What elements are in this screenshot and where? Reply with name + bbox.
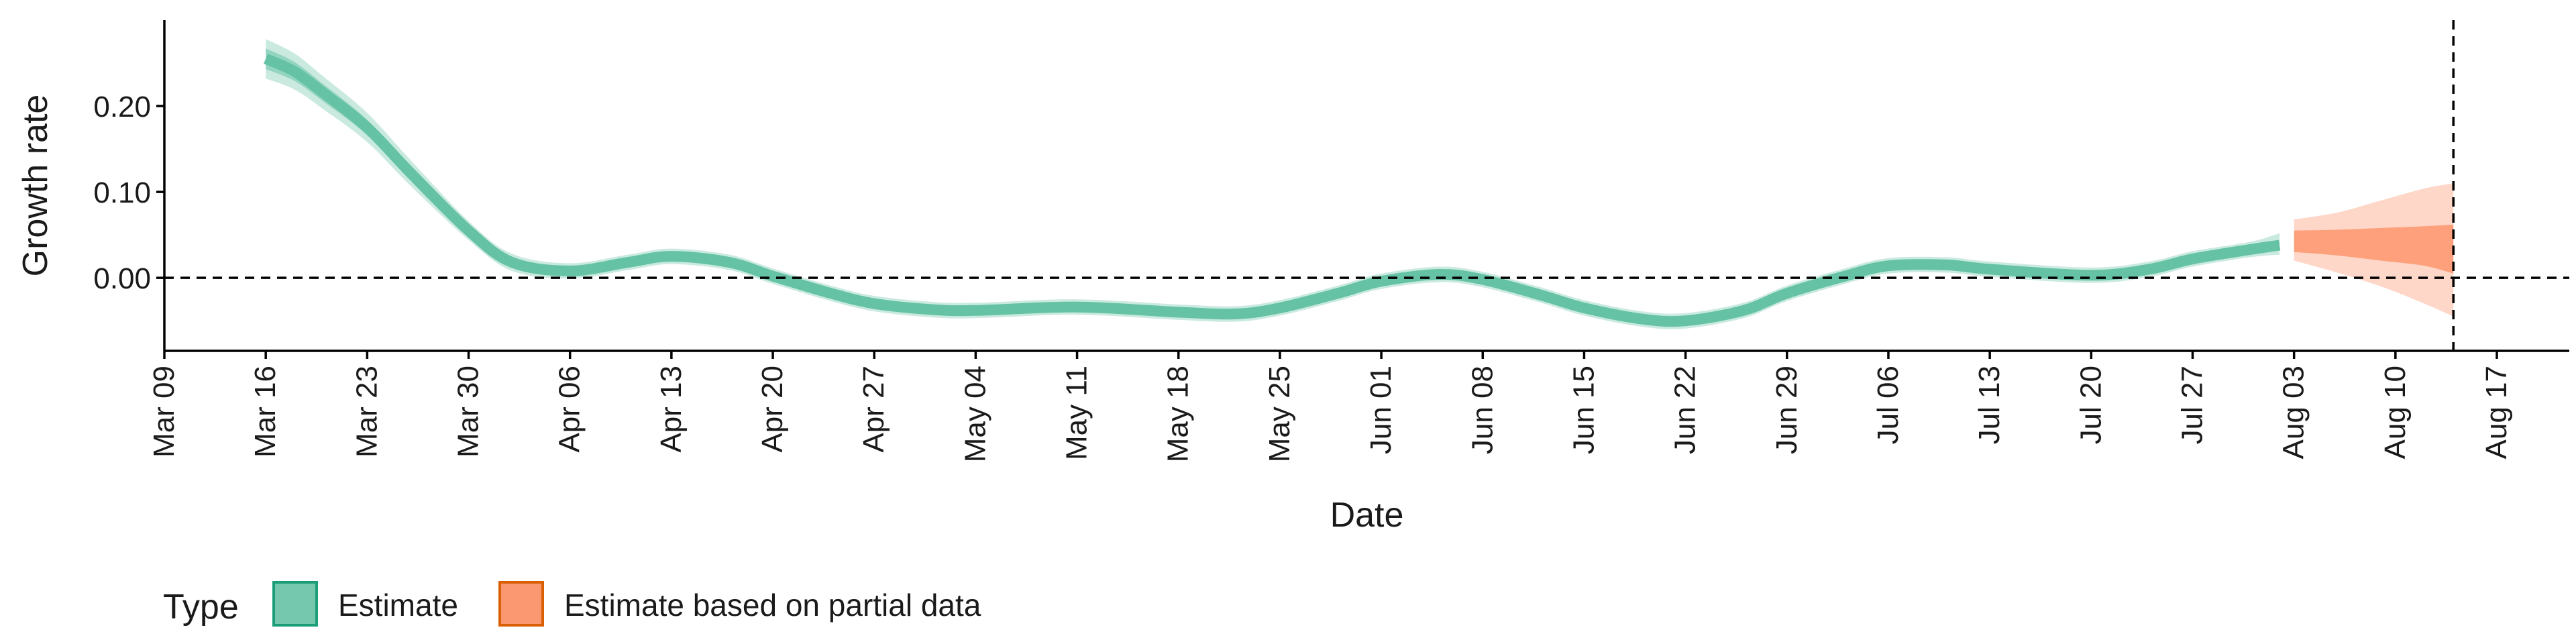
x-axis-label: Date [1330,496,1404,535]
x-tick-label: Jun 08 [1466,366,1499,454]
x-tick-label: Jul 20 [2074,366,2107,444]
legend-label-partial-estimate: Estimate based on partial data [564,588,981,623]
x-tick-label: Apr 20 [756,366,789,453]
x-tick-label: Jul 06 [1872,366,1904,444]
x-tick-label: Aug 17 [2480,366,2513,459]
x-tick-label: Jun 22 [1669,366,1702,454]
x-tick-label: Mar 30 [452,366,485,458]
y-tick-label: 0.20 [93,91,151,123]
estimate-band-50 [266,48,2280,325]
x-tick-label: May 25 [1263,366,1296,462]
x-tick-label: Jun 01 [1364,366,1397,454]
series-lines [263,54,2281,327]
estimate-line [263,54,2281,327]
partial-estimate-band-50 [2294,224,2454,274]
x-tick-label: Apr 27 [857,366,890,453]
x-tick-label: Aug 10 [2379,366,2412,459]
legend-label-estimate: Estimate [338,588,458,623]
x-tick-label: Apr 13 [655,366,688,453]
y-axis-label: Growth rate [16,95,55,277]
y-tick-label: 0.10 [93,176,151,209]
x-tick-label: Apr 06 [553,366,586,453]
estimate-band-90 [266,39,2280,329]
x-tick-label: Jun 29 [1770,366,1803,454]
legend: Type Estimate Estimate based on partial d… [163,581,981,627]
y-tick-label: 0.00 [93,262,151,295]
x-tick-label: May 11 [1061,366,1093,460]
x-tick-label: May 18 [1162,366,1195,462]
x-tick-label: Jul 13 [1973,366,2006,444]
x-tick-label: Mar 09 [148,366,180,458]
axes: 0.00 0.10 0.20 Mar 09 Mar 16 Mar 23 Mar 30 Apr … [93,20,2569,462]
x-tick-label: Mar 23 [350,366,383,458]
legend-title: Type [163,588,239,627]
x-tick-label: May 04 [959,366,991,462]
x-tick-label: Aug 03 [2277,366,2310,459]
reference-lines [164,20,2569,351]
x-tick-label: Jun 15 [1567,366,1600,454]
legend-key-partial-estimate [498,581,544,627]
uncertainty-bands [266,39,2454,329]
x-tick-label: Mar 16 [249,366,282,458]
legend-key-estimate [272,581,318,627]
x-tick-label: Jul 27 [2176,366,2208,444]
